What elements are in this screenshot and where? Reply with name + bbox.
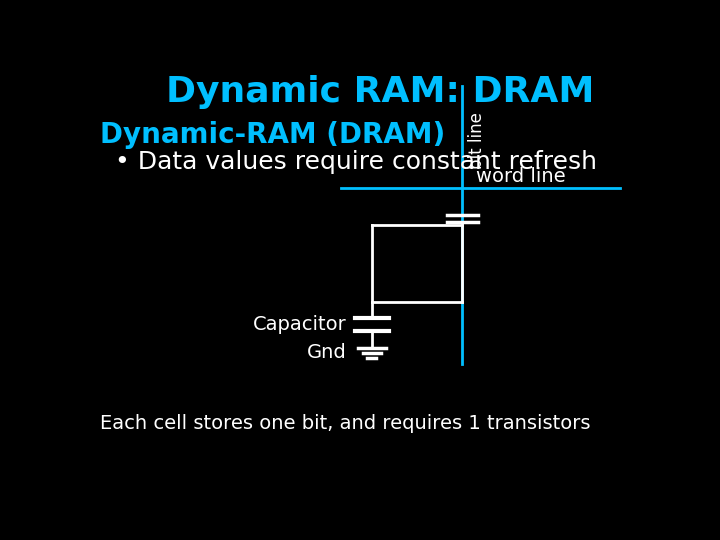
Text: Dynamic RAM: DRAM: Dynamic RAM: DRAM bbox=[166, 75, 594, 109]
Text: bit line: bit line bbox=[468, 113, 486, 170]
Text: word line: word line bbox=[476, 167, 566, 186]
Text: Gnd: Gnd bbox=[307, 343, 347, 362]
Text: Capacitor: Capacitor bbox=[253, 315, 347, 334]
Text: Each cell stores one bit, and requires 1 transistors: Each cell stores one bit, and requires 1… bbox=[100, 414, 590, 433]
Text: • Data values require constant refresh: • Data values require constant refresh bbox=[115, 150, 597, 174]
Text: Dynamic-RAM (DRAM): Dynamic-RAM (DRAM) bbox=[100, 121, 445, 149]
